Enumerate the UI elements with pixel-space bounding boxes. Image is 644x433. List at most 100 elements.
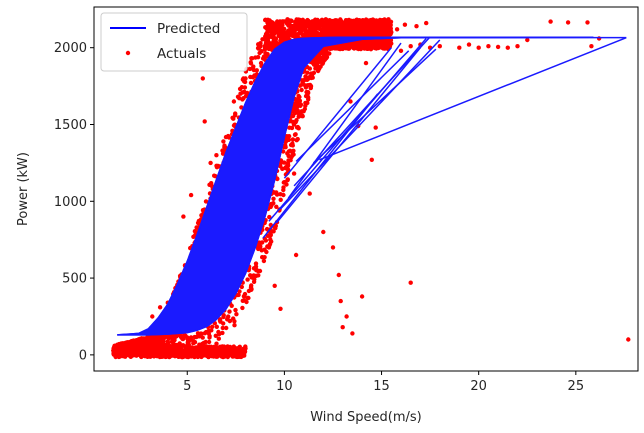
actuals-point — [208, 160, 213, 166]
actuals-point — [130, 340, 135, 345]
actuals-point — [144, 348, 149, 354]
actuals-point — [367, 25, 372, 30]
actuals-point — [245, 277, 250, 282]
y-tick-label: 1500 — [54, 118, 87, 133]
actuals-point — [223, 346, 229, 351]
actuals-point — [363, 17, 369, 22]
actuals-point — [171, 351, 177, 357]
actuals-point — [152, 346, 157, 351]
actuals-point — [259, 49, 264, 54]
actuals-point — [261, 258, 267, 264]
actuals-point — [239, 105, 244, 110]
actuals-point — [343, 23, 348, 29]
actuals-point — [221, 139, 226, 144]
actuals-point — [272, 283, 277, 288]
actuals-point — [408, 280, 413, 285]
actuals-point — [313, 62, 318, 67]
x-axis: 5 10 15 20 25 — [183, 371, 584, 394]
actuals-point — [291, 148, 296, 153]
actuals-point — [230, 115, 235, 121]
actuals-point — [179, 335, 184, 340]
actuals-point — [290, 113, 296, 119]
actuals-point — [219, 345, 224, 350]
predicted-line-segment — [319, 37, 627, 161]
actuals-point — [248, 61, 254, 66]
actuals-point — [258, 60, 264, 66]
actuals-point — [349, 21, 354, 26]
y-tick-label: 1000 — [54, 195, 87, 210]
actuals-point — [355, 24, 360, 29]
actuals-point — [201, 340, 206, 346]
actuals-point — [286, 137, 292, 142]
actuals-point — [457, 45, 462, 50]
actuals-point — [330, 245, 336, 250]
actuals-point — [300, 113, 305, 118]
actuals-point — [316, 54, 321, 60]
actuals-point — [248, 285, 254, 290]
actuals-point — [360, 41, 365, 46]
actuals-point — [402, 22, 408, 27]
actuals-point — [278, 192, 283, 197]
actuals-point — [248, 74, 253, 80]
actuals-point — [236, 346, 241, 351]
actuals-point — [394, 27, 400, 32]
actuals-point — [348, 28, 353, 34]
actuals-point — [363, 60, 369, 66]
actuals-point — [271, 43, 276, 48]
actuals-point — [486, 44, 491, 49]
actuals-point — [244, 299, 249, 305]
actuals-point — [313, 66, 318, 71]
actuals-point — [317, 24, 323, 29]
actuals-point — [350, 331, 355, 336]
actuals-point — [306, 97, 311, 102]
actuals-point — [476, 45, 481, 50]
actuals-point — [249, 275, 254, 280]
actuals-point — [305, 83, 311, 88]
actuals-point — [249, 56, 254, 61]
actuals-point — [265, 26, 271, 31]
x-tick-label: 15 — [373, 379, 390, 394]
actuals-point — [376, 33, 381, 38]
actuals-point — [150, 339, 155, 345]
actuals-point — [253, 264, 259, 269]
actuals-point — [232, 319, 237, 324]
actuals-point — [199, 331, 204, 336]
actuals-point — [137, 336, 143, 342]
actuals-point — [294, 138, 299, 143]
actuals-point — [303, 100, 308, 106]
actuals-point — [389, 30, 394, 35]
actuals-point — [339, 45, 344, 50]
actuals-point — [237, 86, 243, 92]
actuals-point — [156, 340, 161, 345]
actuals-point — [144, 335, 150, 341]
actuals-point — [324, 17, 329, 23]
actuals-point — [291, 108, 296, 113]
actuals-point — [312, 18, 317, 24]
actuals-point — [296, 18, 301, 23]
actuals-point — [336, 272, 341, 278]
actuals-point — [351, 25, 356, 30]
actuals-point — [352, 43, 357, 48]
actuals-point — [282, 30, 287, 35]
actuals-point — [174, 345, 179, 350]
actuals-point — [240, 351, 245, 356]
actuals-point — [220, 151, 226, 156]
actuals-point — [234, 312, 239, 317]
actuals-point — [138, 345, 144, 350]
actuals-point — [200, 76, 205, 81]
actuals-point — [369, 157, 374, 162]
actuals-point — [367, 31, 372, 36]
predicted-line-segment — [276, 47, 421, 224]
actuals-point — [168, 350, 173, 356]
actuals-point — [381, 29, 387, 34]
actuals-point — [170, 340, 176, 345]
actuals-point — [253, 55, 258, 60]
actuals-point — [254, 268, 259, 273]
actuals-point — [352, 33, 358, 38]
actuals-point — [243, 76, 248, 81]
actuals-point — [290, 33, 295, 38]
actuals-point — [466, 42, 472, 47]
actuals-point — [262, 45, 268, 50]
